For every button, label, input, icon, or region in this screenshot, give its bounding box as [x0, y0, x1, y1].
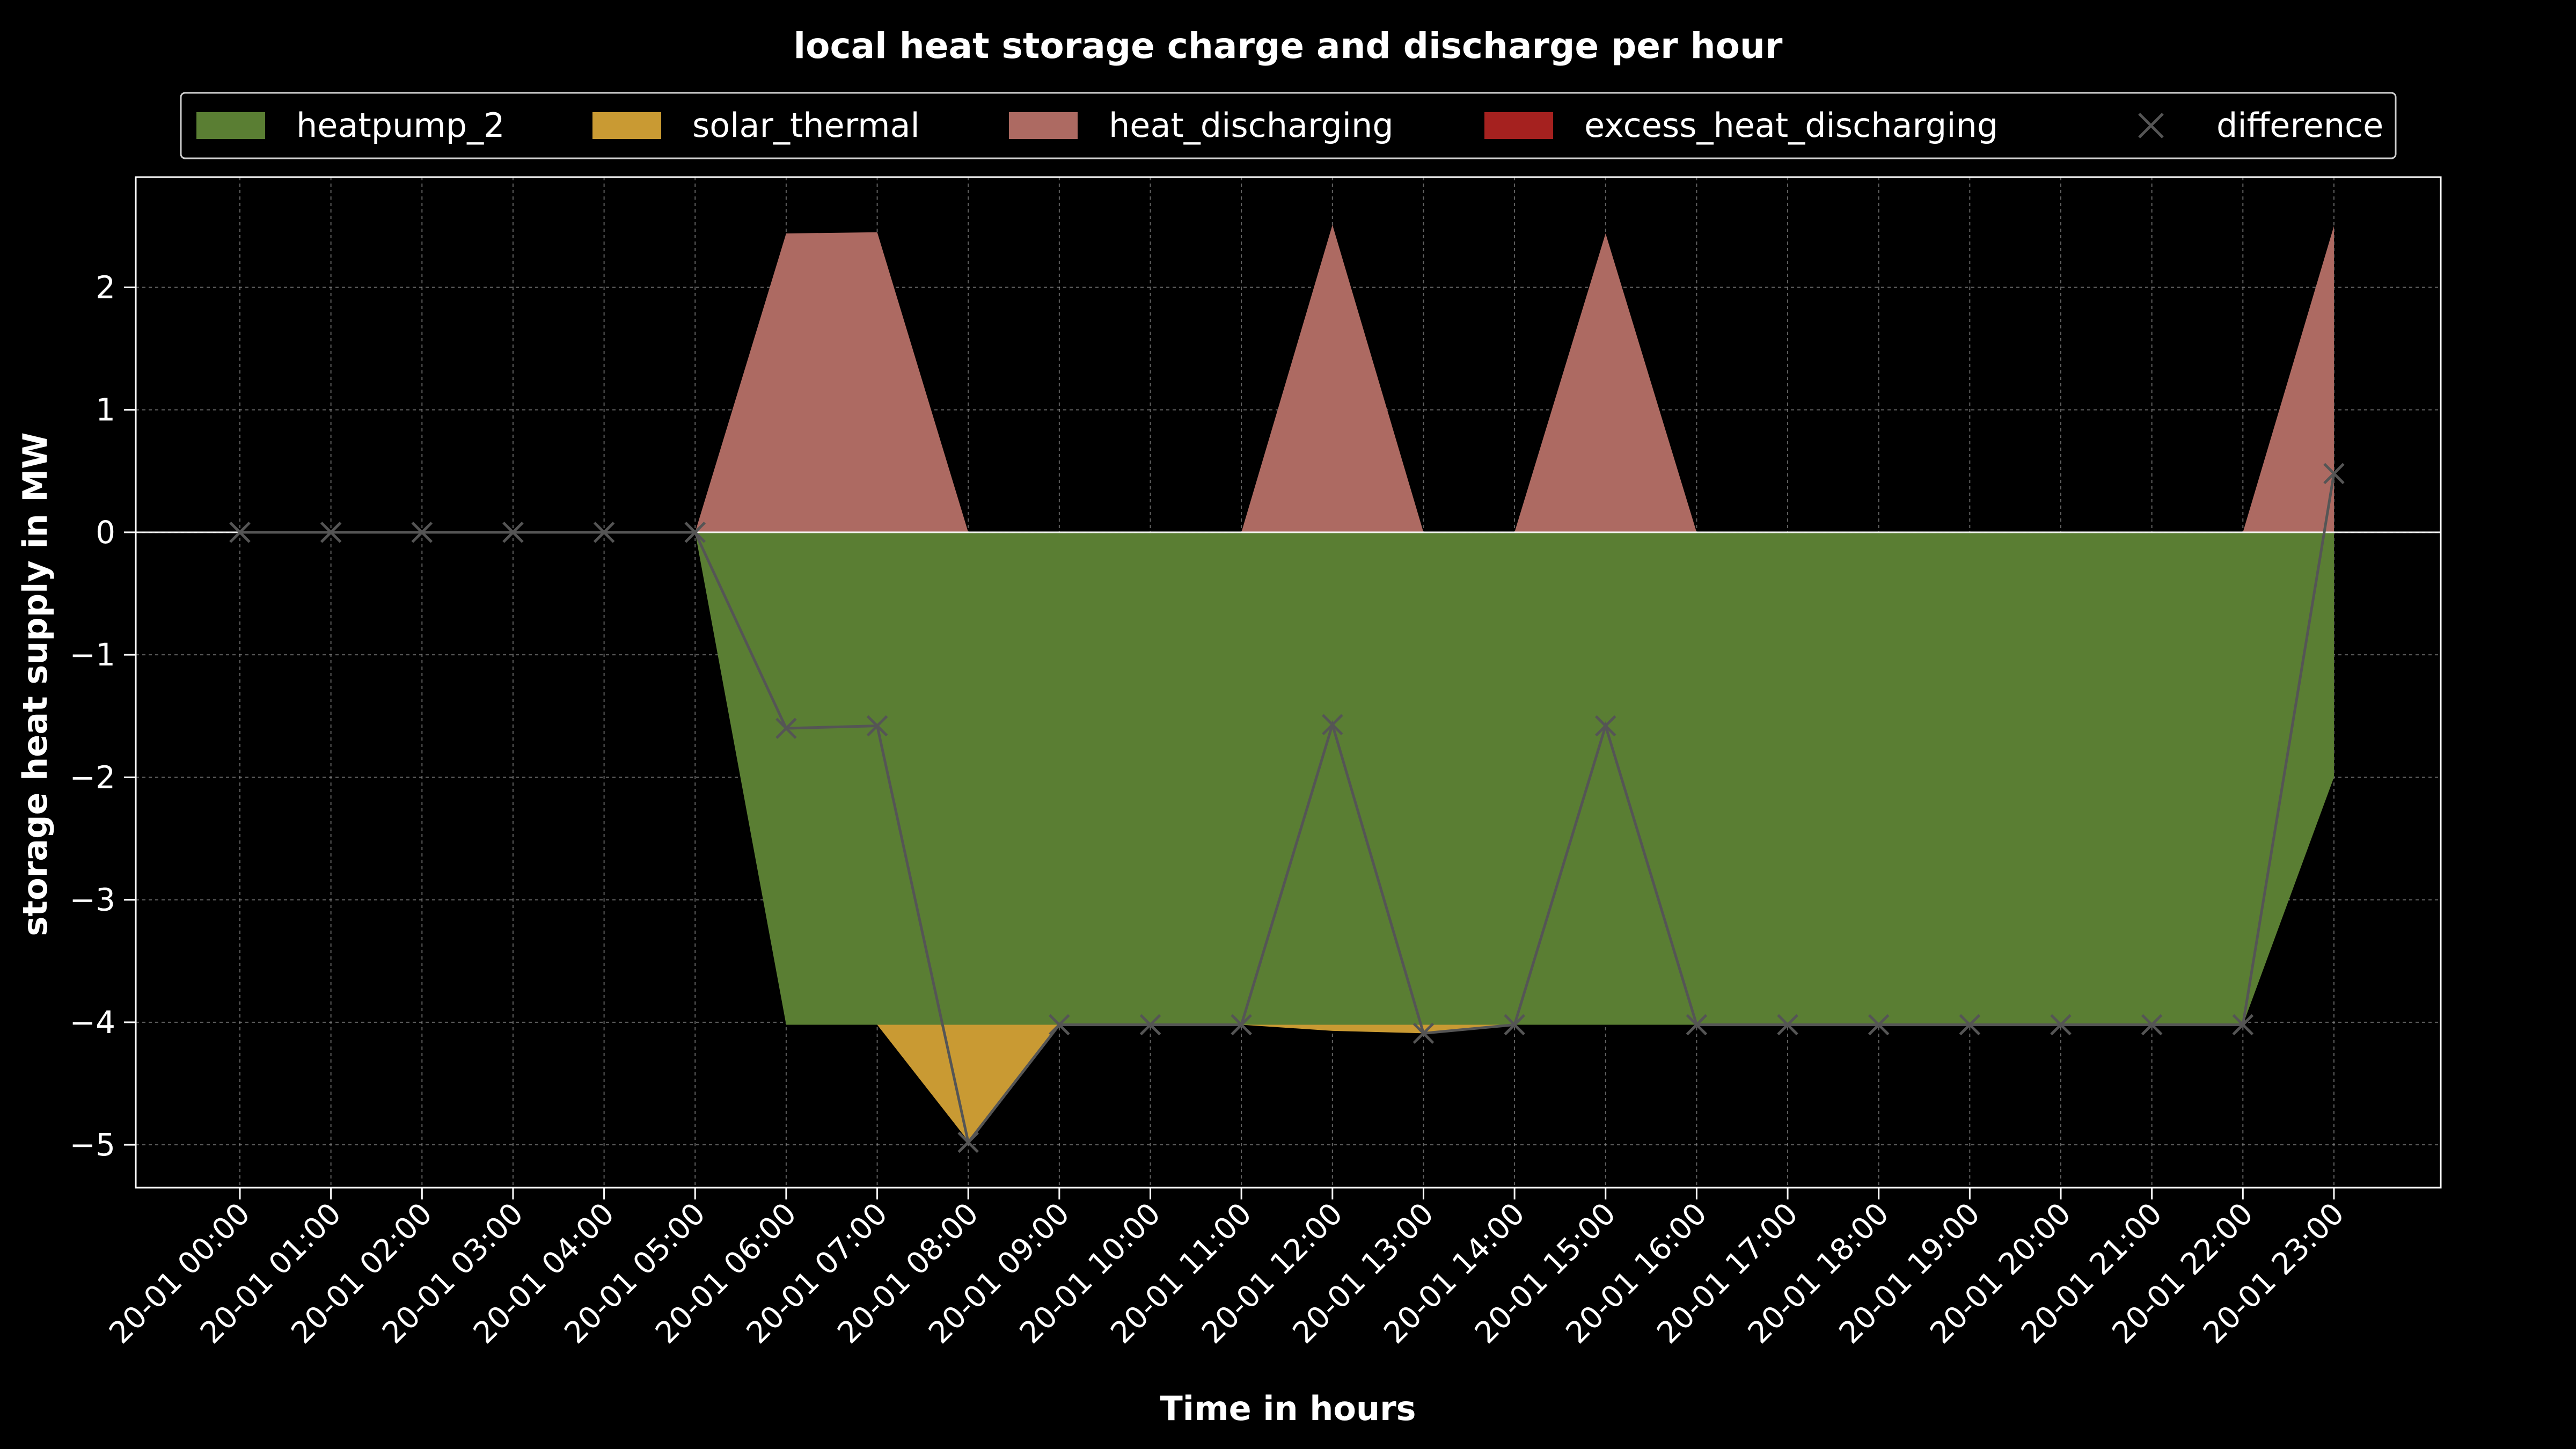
legend-swatch	[196, 112, 265, 139]
y-tick-label: −2	[70, 759, 116, 795]
y-tick-label: −4	[70, 1004, 116, 1041]
y-tick-label: −3	[70, 882, 116, 918]
difference-line	[240, 473, 2336, 1146]
chart-title: local heat storage charge and discharge …	[794, 25, 1783, 67]
difference-point	[1413, 1022, 1435, 1044]
legend: heatpump_2 solar_thermal heat_discharging e…	[180, 92, 2397, 159]
y-axis-label: storage heat supply in MW	[16, 433, 55, 936]
difference-point	[2141, 1014, 2163, 1036]
area-heat-discharging	[240, 225, 2334, 532]
difference-point	[1139, 1014, 1161, 1036]
difference-point	[2323, 463, 2345, 485]
legend-label: heatpump_2	[296, 106, 505, 145]
difference-point	[1959, 1014, 1981, 1036]
difference-point	[2050, 1014, 2072, 1036]
legend-entry-solar-thermal: solar_thermal	[592, 106, 920, 145]
y-tick-label: −5	[70, 1126, 116, 1163]
legend-label: excess_heat_discharging	[1584, 106, 1998, 145]
difference-markers	[229, 463, 2345, 1153]
plot-frame	[135, 176, 2442, 1189]
difference-point	[1322, 714, 1343, 736]
legend-entry-difference: difference	[2138, 106, 2383, 145]
difference-point	[1504, 1014, 1525, 1036]
difference-point	[1868, 1014, 1890, 1036]
difference-point	[411, 522, 433, 543]
difference-point	[229, 522, 251, 543]
legend-swatch	[1009, 112, 1078, 139]
area-heatpump-2	[240, 532, 2334, 1025]
legend-label: heat_discharging	[1109, 106, 1394, 145]
legend-entry-heat-discharging: heat_discharging	[1009, 106, 1394, 145]
y-tick-label: 2	[96, 269, 115, 305]
difference-point	[775, 718, 797, 739]
difference-point	[1049, 1014, 1070, 1036]
y-tick-label: 1	[96, 392, 115, 428]
legend-entry-excess-heat-discharging: excess_heat_discharging	[1484, 106, 1998, 145]
difference-point	[1594, 715, 1616, 737]
legend-label: difference	[2216, 106, 2383, 145]
legend-box	[180, 92, 2397, 159]
legend-marker	[2138, 113, 2164, 138]
x-axis-label: Time in hours	[1160, 1389, 1416, 1428]
difference-point	[1777, 1014, 1798, 1036]
difference-point	[320, 522, 342, 543]
difference-point	[684, 522, 706, 543]
difference-point	[1686, 1014, 1708, 1036]
legend-label: solar_thermal	[692, 106, 920, 145]
y-tick-label: −1	[70, 636, 116, 673]
difference-point	[866, 715, 888, 737]
difference-point	[2232, 1014, 2254, 1036]
legend-entry-heatpump-2: heatpump_2	[196, 106, 505, 145]
legend-swatch	[592, 112, 661, 139]
difference-point	[593, 522, 615, 543]
difference-point	[502, 522, 524, 543]
difference-point	[1231, 1014, 1252, 1036]
difference-point	[957, 1131, 979, 1153]
y-tick-label: 0	[96, 514, 115, 551]
legend-swatch	[1484, 112, 1553, 139]
